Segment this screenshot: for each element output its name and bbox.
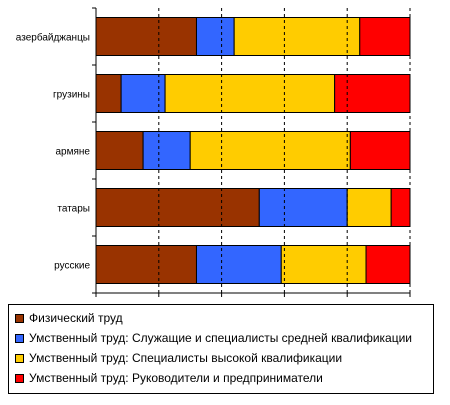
legend-swatch-physical [15,313,24,323]
category-label: азербайджанцы [16,32,90,44]
legend-swatch-high-qualification [15,353,24,363]
bar-segment [120,74,166,113]
bar-segment [142,131,191,170]
bar-segment [95,188,260,227]
category-label: армяне [56,147,91,158]
legend-item-mid-qualification: Умственный труд: Служащие и специалисты … [15,331,412,345]
bar-segment [95,131,144,170]
stacked-bar-chart: азербайджанцыгрузиныармянетатарырусские0… [16,7,411,297]
bar-segment [164,74,336,113]
legend-item-high-qualification: Умственный труд: Специалисты высокой ква… [15,351,342,365]
bar-segment [280,245,367,284]
bar-segment [365,245,411,284]
bar-segment [233,17,361,56]
plot-area: азербайджанцыгрузиныармянетатарырусские0… [16,7,411,297]
category-label: русские [54,261,90,272]
legend-swatch-mid-qualification [15,333,24,343]
legend-label-mid-qualification: Умственный труд: Служащие и специалисты … [29,331,413,345]
legend-label-managers: Умственный труд: Руководители и предприн… [29,371,323,385]
legend-label-high-qualification: Умственный труд: Специалисты высокой ква… [29,351,343,365]
bar-segment [334,74,411,113]
legend: Физический труд Умственный труд: Служащи… [8,304,434,394]
bar-segment [346,188,392,227]
legend-item-managers: Умственный труд: Руководители и предприн… [15,371,323,385]
bar-segment [359,17,411,56]
bar-segment [95,17,197,56]
legend-item-physical: Физический труд [15,311,123,325]
legend-label-physical: Физический труд [29,311,123,325]
bar-segment [258,188,348,227]
bar-segment [189,131,351,170]
category-label: грузины [53,90,90,101]
bar-segment [349,131,411,170]
bar-segment [95,245,197,284]
bar-segment [95,74,122,113]
legend-swatch-managers [15,373,24,383]
bar-segment [195,245,282,284]
bar-segment [195,17,235,56]
category-label: татары [57,204,90,215]
bar-segment [390,188,411,227]
